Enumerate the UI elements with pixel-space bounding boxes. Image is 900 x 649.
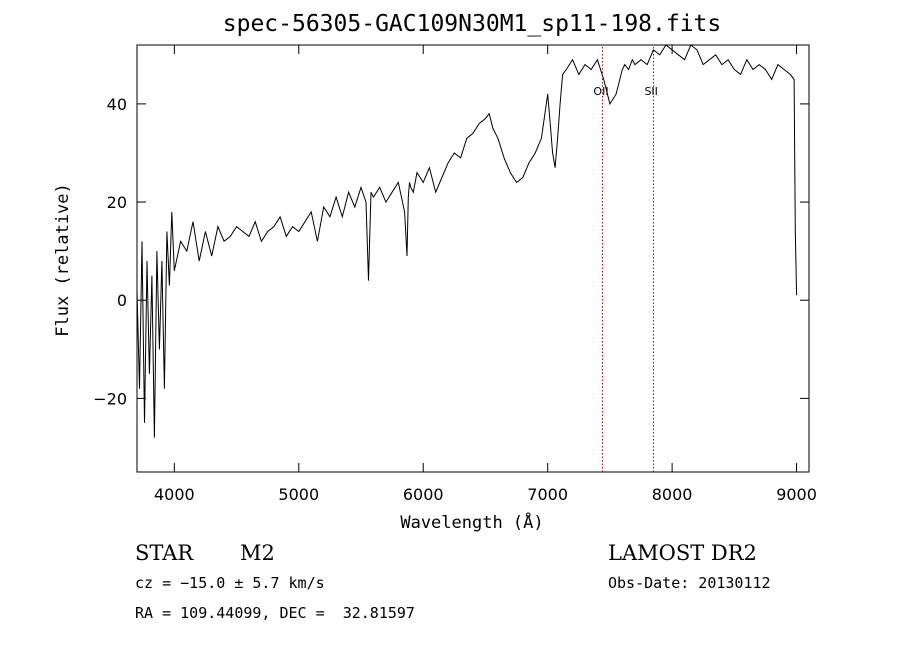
x-tick-label: 7000 — [527, 485, 568, 504]
y-tick-label: 0 — [117, 291, 127, 310]
x-tick-label: 6000 — [403, 485, 444, 504]
line-marker-label: OII — [593, 85, 608, 98]
y-tick-label: −20 — [93, 389, 127, 408]
object-subclass: M2 — [240, 541, 275, 565]
line-markers: OII SII — [593, 45, 658, 472]
y-axis-label: Flux (relative) — [53, 183, 73, 337]
sky-coordinates: RA = 109.44099, DEC = 32.81597 — [135, 604, 415, 622]
x-tick-label: 5000 — [278, 485, 319, 504]
x-tick-label: 9000 — [776, 485, 817, 504]
spectrum-line — [136, 44, 798, 438]
line-marker-label: SII — [644, 85, 657, 98]
x-tick-label: 8000 — [652, 485, 693, 504]
x-tick-label: 4000 — [154, 485, 195, 504]
axis-ticks: 4000 5000 6000 7000 8000 9000 −20 0 20 40 — [93, 45, 817, 504]
survey-name: LAMOST DR2 — [608, 541, 757, 565]
chart-title: spec-56305-GAC109N30M1_sp11-198.fits — [223, 11, 722, 37]
spectrum-series — [136, 44, 798, 438]
redshift-velocity: cz = −15.0 ± 5.7 km/s — [135, 574, 325, 592]
observation-date: Obs-Date: 20130112 — [608, 574, 771, 592]
object-class: STAR — [135, 541, 194, 565]
y-tick-label: 20 — [107, 193, 127, 212]
y-tick-label: 40 — [107, 95, 127, 114]
plot-frame — [136, 44, 810, 473]
x-axis-label: Wavelength (Å) — [400, 511, 543, 533]
